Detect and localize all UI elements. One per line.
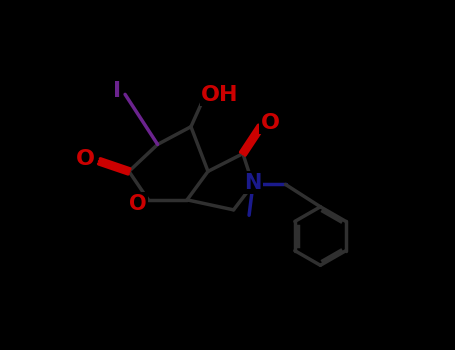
Text: O: O: [261, 113, 279, 133]
Text: OH: OH: [201, 85, 238, 105]
Text: I: I: [113, 81, 121, 101]
Text: O: O: [129, 194, 147, 214]
Text: N: N: [244, 173, 262, 193]
Text: O: O: [76, 149, 95, 169]
